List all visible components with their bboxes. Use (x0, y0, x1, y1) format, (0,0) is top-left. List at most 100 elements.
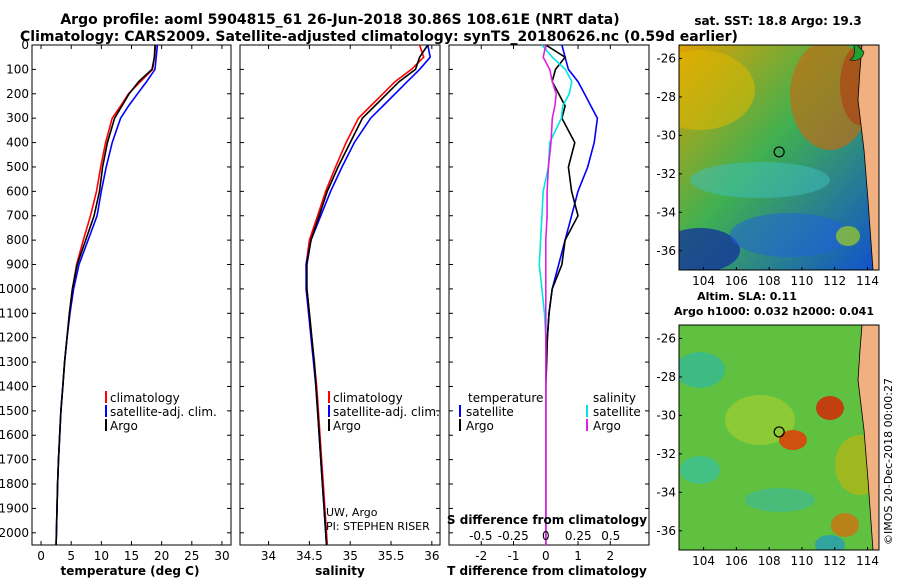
s-tick-label: 0.5 (601, 529, 620, 543)
legend-label-s-satellite: satellite (593, 405, 641, 419)
series-argo (306, 44, 429, 546)
depth-tick-label: 1200 (0, 331, 29, 345)
sst-map-frame (678, 44, 880, 271)
lat-tick-label: -36 (656, 244, 676, 258)
depth-tick-label: 2000 (0, 526, 29, 540)
temperature-legend: climatology satellite-adj. clim. Argo (105, 391, 217, 433)
lat-tick-label: -30 (656, 408, 676, 422)
temperature-x-axis: 0 5 10 15 20 25 30 (37, 45, 230, 563)
depth-tick-label: 600 (6, 184, 29, 198)
salinity-series (305, 44, 432, 546)
chart-title-line1: Argo profile: aoml 5904815_61 26-Jun-201… (60, 12, 620, 28)
legend-marker-t-argo (459, 419, 461, 431)
depth-tick-label: 1000 (0, 282, 29, 296)
x-tick-label: 34.5 (296, 549, 323, 563)
sla-map-axes: 104 106 108 110 112 114 -26 -28 -30 -32 -34 -36 (656, 331, 879, 568)
legend-label-climatology: climatology (333, 391, 403, 405)
temperature-axes (31, 44, 232, 546)
argo-float-marker (773, 146, 785, 158)
lat-tick-label: -26 (656, 331, 676, 345)
legend-label-s-argo: Argo (593, 419, 621, 433)
legend-marker-climatology (105, 391, 107, 403)
lat-tick-label: -30 (656, 128, 676, 142)
x-tick-label: 34 (261, 549, 276, 563)
legend-title-salinity: salinity (593, 391, 636, 405)
sst-map-title: sat. SST: 18.8 Argo: 19.3 (694, 14, 861, 28)
x-tick-label: -1 (508, 549, 520, 563)
x-tick-label: 35 (343, 549, 358, 563)
series-argo (55, 44, 156, 546)
lat-tick-label: -34 (656, 485, 676, 499)
depth-tick-label: 0 (21, 38, 29, 52)
x-tick-label: 0 (37, 549, 45, 563)
difference-axes (448, 44, 650, 546)
salinity-x-axis: 34 34.5 35 35.5 36 (261, 45, 439, 563)
x-tick-label: 15 (124, 549, 139, 563)
difference-y-ticks (449, 44, 649, 534)
s-tick-label: -0.25 (498, 529, 529, 543)
salinity-y-ticks (240, 44, 440, 534)
sla-map-panel: Altim. SLA: 0.11 Argo h1000: 0.032 h2000… (656, 290, 880, 568)
depth-tick-label: 1800 (0, 477, 29, 491)
temperature-panel: 0100200300400500600700800900100011001200… (0, 38, 232, 578)
depth-tick-label: 1400 (0, 379, 29, 393)
depth-tick-label: 1500 (0, 404, 29, 418)
depth-tick-label: 700 (6, 209, 29, 223)
temperature-series (55, 44, 159, 546)
sst-map-panel: sat. SST: 18.8 Argo: 19.3 104 106 108 110 11… (656, 14, 880, 288)
temperature-x-label: temperature (deg C) (61, 564, 200, 578)
depth-tick-label: 1900 (0, 501, 29, 515)
sla-map-frame (678, 324, 880, 551)
legend-marker-s-argo (586, 419, 588, 431)
legend-label-t-satellite: satellite (466, 405, 514, 419)
lat-tick-label: -34 (656, 205, 676, 219)
x-tick-label: 25 (184, 549, 199, 563)
legend-marker-argo (328, 419, 330, 431)
s-difference-tick-labels: -0.5 -0.25 0 0.25 0.5 (469, 529, 620, 543)
lon-tick-label: 106 (725, 554, 748, 568)
depth-tick-label: 300 (6, 111, 29, 125)
depth-tick-label: 500 (6, 160, 29, 174)
legend-label-argo: Argo (110, 419, 138, 433)
depth-axis: 0 100 200 300 400 500 600 700 800 900 1000 1100 1200… (0, 38, 231, 540)
difference-legend: temperature satellite Argo salinity sate… (459, 391, 641, 433)
depth-tick-label: 400 (6, 136, 29, 150)
legend-label-satellite: satellite-adj. clim. (333, 405, 440, 419)
difference-panel: -2 -1 0 1 2 temperature satellite Argo salin… (447, 44, 650, 578)
lat-tick-label: -26 (656, 51, 676, 65)
legend-marker-argo (105, 419, 107, 431)
argo-float-marker (773, 426, 785, 438)
sst-map-axes: 104 106 108 110 112 114 -26 -28 -30 -32 -34 -36 (656, 51, 879, 288)
lon-tick-label: 104 (692, 554, 715, 568)
lon-tick-label: 114 (856, 554, 879, 568)
x-tick-label: 30 (214, 549, 229, 563)
salinity-axes (239, 44, 441, 546)
depth-tick-label: 1300 (0, 355, 29, 369)
pi-label: PI: STEPHEN RISER (326, 520, 430, 533)
lon-tick-label: 110 (790, 554, 813, 568)
legend-marker-t-satellite (459, 405, 461, 417)
chart-title-line2: Climatology: CARS2009. Satellite-adjuste… (20, 29, 738, 45)
sla-map-image (679, 325, 879, 550)
x-tick-label: -2 (475, 549, 487, 563)
depth-tick-label: 100 (6, 62, 29, 76)
s-tick-label: 0 (542, 529, 550, 543)
lon-tick-label: 108 (758, 274, 781, 288)
lon-tick-label: 110 (790, 274, 813, 288)
legend-title-temperature: temperature (468, 391, 543, 405)
sla-map-title: Altim. SLA: 0.11 (697, 290, 797, 303)
x-tick-label: 5 (67, 549, 75, 563)
lat-tick-label: -36 (656, 524, 676, 538)
s-tick-label: 0.25 (565, 529, 592, 543)
series-s-argo (542, 44, 558, 545)
data-source-label: UW, Argo (326, 506, 378, 519)
lon-tick-label: 106 (725, 274, 748, 288)
lat-tick-label: -32 (656, 447, 676, 461)
depth-tick-label: 800 (6, 233, 29, 247)
depth-tick-label: 1700 (0, 453, 29, 467)
legend-marker-satellite (328, 405, 330, 417)
legend-marker-climatology (328, 391, 330, 403)
salinity-panel: 34 34.5 35 35.5 36 climatology satellite-adj… (239, 44, 441, 578)
lon-tick-label: 114 (856, 274, 879, 288)
